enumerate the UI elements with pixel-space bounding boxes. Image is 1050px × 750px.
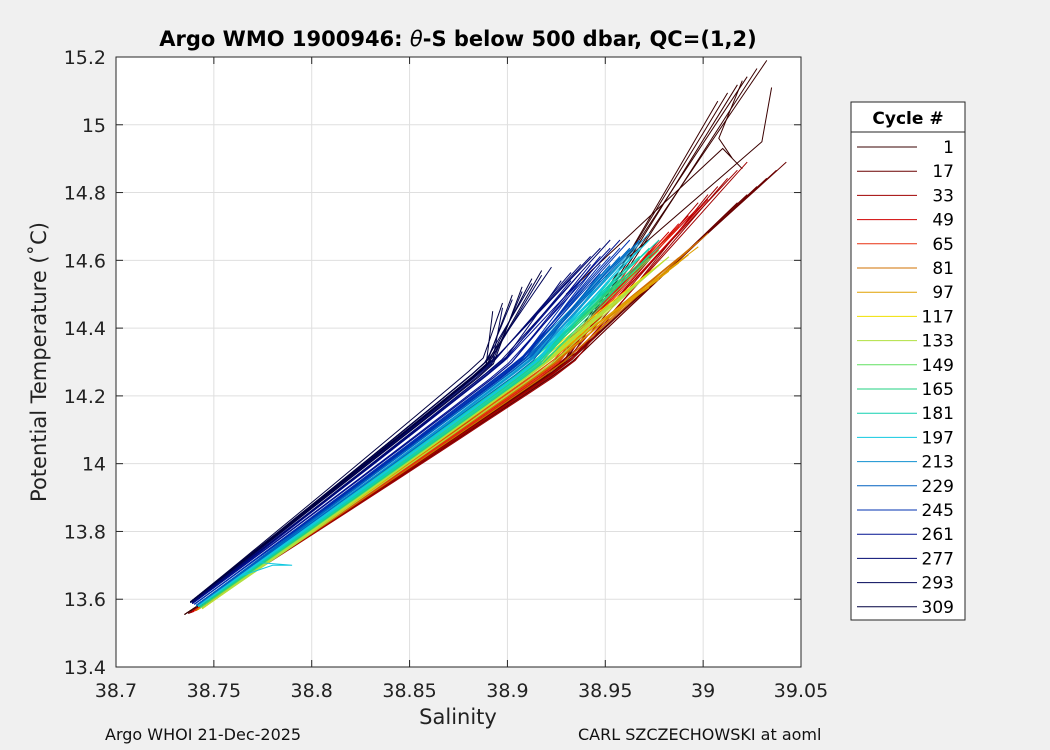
legend-label-293: 293 [922, 574, 954, 594]
y-axis-ticks: 13.4 13.6 13.8 14 14.2 14.4 14.6 14.8 15 15.2 [64, 47, 801, 679]
x-tick-label: 38.95 [578, 680, 632, 702]
profile-line-309 [190, 270, 543, 603]
footer-source-date: Argo WHOI 21-Dec-2025 [105, 725, 302, 744]
x-tick-label: 38.7 [95, 680, 137, 702]
chart-title: Argo WMO 1900946: θ-S below 500 dbar, QC… [159, 27, 756, 51]
y-tick-label: 13.6 [64, 589, 106, 611]
y-tick-label: 14.6 [64, 250, 106, 272]
profile-line-245 [194, 239, 631, 605]
profile-line-197 [197, 239, 650, 607]
legend-label-117: 117 [922, 307, 954, 327]
legend: Cycle # 11733496581971171331491651811972… [850, 101, 966, 621]
x-tick-label: 38.85 [382, 680, 436, 702]
legend-label-33: 33 [932, 186, 954, 206]
legend-label-229: 229 [922, 477, 954, 497]
legend-label-49: 49 [932, 211, 954, 231]
legend-label-133: 133 [922, 332, 954, 352]
profile-line-309 [190, 286, 523, 603]
legend-label-309: 309 [922, 598, 954, 618]
profile-line-277 [191, 239, 611, 603]
legend-label-81: 81 [932, 259, 954, 279]
legend-label-181: 181 [922, 404, 954, 424]
profile-line-309 [190, 302, 503, 603]
y-tick-label: 13.4 [64, 657, 106, 679]
legend-label-197: 197 [922, 428, 954, 448]
profile-line-133 [201, 272, 650, 609]
profile-line-261 [191, 247, 611, 604]
legend-label-17: 17 [932, 162, 954, 182]
y-tick-label: 15 [82, 115, 106, 137]
legend-label-213: 213 [922, 453, 954, 473]
profile-line-165 [199, 254, 650, 608]
x-axis-label: Salinity [419, 705, 497, 729]
x-tick-label: 38.9 [486, 680, 528, 702]
legend-label-97: 97 [932, 283, 954, 303]
plot-area [116, 57, 801, 667]
profile-line-133 [201, 256, 670, 609]
legend-label-1: 1 [943, 138, 954, 158]
legend-label-277: 277 [922, 549, 954, 569]
profile-line-197 [197, 247, 640, 607]
profile-hook-line-1 [565, 80, 743, 295]
x-tick-label: 38.8 [291, 680, 333, 702]
y-tick-label: 14.8 [64, 183, 106, 205]
profile-line-261 [192, 239, 621, 605]
legend-label-65: 65 [932, 235, 954, 255]
x-tick-label: 39.05 [774, 680, 828, 702]
x-tick-label: 38.75 [187, 680, 241, 702]
y-axis-label: Potential Temperature (˚C) [27, 222, 51, 502]
plot-frame [115, 56, 802, 668]
legend-label-149: 149 [922, 356, 954, 376]
chart-title-prefix: Argo WMO 1900946: [159, 27, 410, 51]
legend-label-245: 245 [922, 501, 954, 521]
legend-box [850, 101, 966, 621]
x-axis-ticks: 38.7 38.75 38.8 38.85 38.9 38.95 39 39.05 [95, 57, 828, 702]
y-tick-label: 14 [82, 454, 106, 476]
legend-label-261: 261 [922, 525, 954, 545]
footer-author: CARL SZCZECHOWSKI at aoml [578, 725, 822, 744]
y-tick-label: 15.2 [64, 47, 106, 69]
profile-lines [184, 60, 787, 615]
y-tick-label: 14.4 [64, 318, 106, 340]
chart-title-suffix: -S below 500 dbar, QC=(1,2) [423, 27, 757, 51]
profile-line-309 [190, 294, 513, 603]
y-tick-label: 14.2 [64, 386, 106, 408]
legend-title: Cycle # [872, 109, 943, 129]
legend-items: 1173349658197117133149165181197213229245… [857, 138, 954, 618]
profile-line-229 [195, 239, 640, 606]
legend-label-165: 165 [922, 380, 954, 400]
profile-hook-line-1 [604, 87, 773, 278]
x-tick-label: 39 [691, 680, 715, 702]
chart-title-theta: θ [410, 27, 423, 51]
y-tick-label: 13.8 [64, 521, 106, 543]
